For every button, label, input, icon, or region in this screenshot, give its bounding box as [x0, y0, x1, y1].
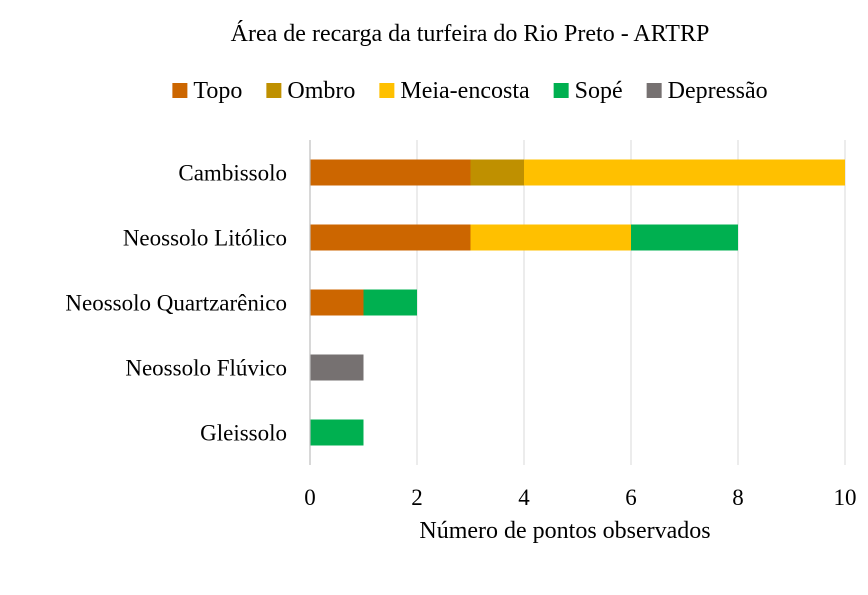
- legend-item-ombro: Ombro: [266, 78, 355, 104]
- category-label-neossolo-quartzarenico: Neossolo Quartzarênico: [65, 291, 287, 316]
- x-tick-label-2: 2: [411, 485, 423, 510]
- grid-lines: [416, 140, 846, 465]
- bar-neossolo-quartzarenico-topo: [310, 289, 364, 316]
- legend-swatch-depressao: [646, 83, 662, 98]
- legend-label-meia-encosta: Meia-encosta: [400, 78, 530, 104]
- legend-swatch-ombro: [266, 83, 282, 98]
- x-tick-label-0: 0: [304, 485, 316, 510]
- legend-label-sope: Sopé: [575, 78, 623, 104]
- bar-cambissolo-topo: [310, 159, 471, 186]
- x-tick-label-8: 8: [732, 485, 744, 510]
- bar-neossolo-fluvico-depressao: [310, 354, 364, 381]
- x-tick-label-4: 4: [518, 485, 530, 510]
- bar-neossolo-litolico-sope: [631, 224, 738, 251]
- category-labels: Cambissolo Neossolo Litólico Neossolo Quar…: [65, 161, 287, 446]
- legend-label-topo: Topo: [193, 78, 242, 104]
- legend-item-depressao: Depressão: [646, 78, 768, 104]
- x-axis-title: Número de pontos observados: [419, 518, 710, 544]
- legend-item-topo: Topo: [172, 78, 242, 104]
- bar-row-neossolo-litolico: [310, 224, 738, 251]
- legend-label-ombro: Ombro: [287, 78, 355, 104]
- bar-cambissolo-ombro: [470, 159, 524, 186]
- bar-neossolo-quartzarenico-sope: [363, 289, 417, 316]
- legend-item-meia-encosta: Meia-encosta: [379, 78, 530, 104]
- category-label-cambissolo: Cambissolo: [178, 161, 287, 186]
- category-label-gleissolo: Gleissolo: [200, 421, 287, 446]
- bar-row-gleissolo: [310, 419, 364, 446]
- legend-item-sope: Sopé: [553, 78, 623, 104]
- bar-row-neossolo-fluvico: [310, 354, 364, 381]
- legend: Topo Ombro Meia-encosta Sopé Depressão: [172, 78, 768, 104]
- category-label-neossolo-litolico: Neossolo Litólico: [123, 226, 287, 251]
- legend-swatch-meia-encosta: [379, 83, 395, 98]
- legend-label-depressao: Depressão: [668, 78, 768, 104]
- x-tick-label-10: 10: [834, 485, 857, 510]
- legend-swatch-sope: [553, 83, 569, 98]
- x-tick-label-6: 6: [625, 485, 637, 510]
- bar-neossolo-litolico-topo: [310, 224, 471, 251]
- bar-row-neossolo-quartzarenico: [310, 289, 417, 316]
- bars: [310, 159, 845, 446]
- bar-gleissolo-sope: [310, 419, 364, 446]
- chart-title: Área de recarga da turfeira do Rio Preto…: [231, 21, 710, 47]
- x-tick-labels: 0 2 4 6 8 10: [304, 485, 856, 510]
- category-label-neossolo-fluvico: Neossolo Flúvico: [125, 356, 287, 381]
- bar-neossolo-litolico-meia-encosta: [470, 224, 631, 251]
- bar-row-cambissolo: [310, 159, 845, 186]
- legend-swatch-topo: [172, 83, 188, 98]
- bar-cambissolo-meia-encosta: [524, 159, 845, 186]
